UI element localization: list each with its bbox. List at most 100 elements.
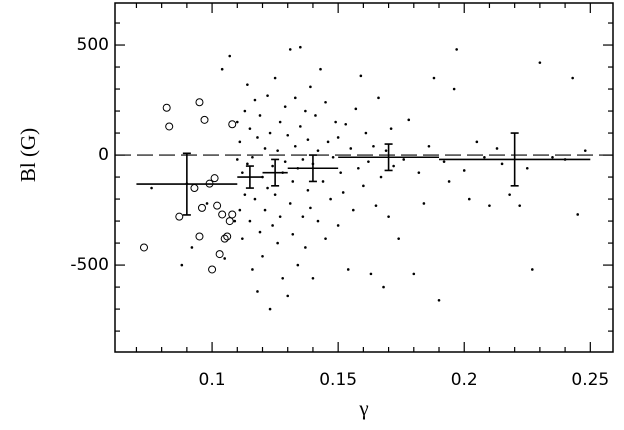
open-circle-point — [190, 184, 199, 193]
dot-point — [235, 158, 239, 161]
dot-point — [253, 98, 257, 102]
dot-point — [238, 140, 242, 144]
dot-point — [382, 285, 385, 289]
dot-point — [251, 268, 254, 271]
x-tick-label: 0.2 — [451, 370, 478, 390]
dot-point — [309, 85, 312, 89]
dot-point — [278, 120, 282, 124]
error-bar — [384, 143, 393, 172]
dot-point — [500, 162, 504, 166]
dot-point — [248, 127, 252, 130]
dot-point — [359, 74, 363, 78]
dot-point — [412, 272, 416, 276]
plot-frame — [114, 2, 614, 353]
dot-point — [336, 224, 340, 227]
dot-point — [228, 54, 232, 58]
dot-point — [205, 202, 209, 205]
dot-point — [276, 149, 279, 152]
dot-point — [369, 272, 373, 276]
dot-point — [288, 202, 292, 205]
dot-point — [283, 160, 287, 163]
dot-point — [301, 215, 305, 218]
dot-point — [256, 136, 259, 139]
dot-point — [402, 158, 406, 161]
dot-point — [407, 118, 411, 122]
dot-point — [263, 208, 267, 212]
dot-point — [354, 107, 358, 111]
dot-point — [248, 219, 252, 223]
dot-point — [291, 180, 295, 183]
dot-point — [518, 204, 522, 207]
error-bar — [245, 165, 254, 189]
dot-point — [372, 144, 375, 148]
dot-point — [344, 122, 348, 126]
dot-point — [525, 166, 529, 170]
open-circle-point — [175, 212, 184, 221]
dot-point — [387, 215, 390, 218]
dot-point — [271, 164, 274, 168]
dot-point — [432, 76, 436, 80]
dot-point — [377, 96, 380, 100]
dot-point — [583, 149, 587, 152]
dot-point — [283, 105, 287, 108]
dot-point — [374, 204, 378, 207]
dot-point — [341, 191, 345, 194]
dot-point — [442, 160, 446, 163]
open-circle-point — [197, 203, 206, 212]
dot-point — [241, 237, 244, 240]
dot-point — [241, 171, 244, 174]
dot-point — [299, 45, 302, 49]
open-circle-point — [225, 217, 234, 226]
open-circle-point — [210, 174, 219, 183]
dot-point — [397, 237, 400, 240]
dot-point — [392, 164, 395, 168]
dot-point — [357, 166, 360, 170]
y-tick-label: 0 — [98, 145, 109, 165]
dot-point — [273, 193, 277, 196]
dot-point — [324, 237, 327, 240]
error-bar — [271, 158, 280, 187]
dot-point — [316, 149, 320, 152]
dot-point — [314, 114, 317, 117]
dot-point — [311, 276, 315, 280]
dot-point — [306, 138, 310, 141]
dot-point — [495, 147, 499, 150]
dot-point — [301, 158, 305, 161]
dot-point — [150, 186, 153, 190]
error-bar — [510, 132, 519, 187]
dot-point — [309, 206, 312, 210]
dot-point — [268, 307, 272, 311]
dot-point — [331, 155, 335, 159]
x-axis-label: γ — [358, 396, 368, 420]
dot-point — [329, 197, 332, 201]
dot-point — [467, 197, 471, 201]
dot-point — [304, 246, 307, 249]
y-tick-label: -500 — [70, 255, 109, 275]
dot-point — [246, 162, 249, 166]
dot-point — [389, 127, 393, 130]
open-circle-point — [200, 115, 209, 124]
x-tick-label: 0.15 — [319, 370, 357, 390]
open-circle-point — [220, 234, 229, 243]
dot-point — [253, 197, 257, 201]
dot-point — [483, 155, 486, 159]
y-axis-label: Bl (G) — [16, 128, 40, 182]
dot-point — [571, 76, 574, 80]
dot-point — [223, 257, 226, 260]
dot-point — [334, 120, 337, 124]
dot-point — [286, 294, 290, 298]
open-circle-point — [195, 98, 204, 107]
open-circle-point — [215, 250, 224, 259]
dot-point — [268, 131, 272, 135]
dot-point — [447, 180, 451, 183]
dot-point — [288, 48, 292, 51]
dot-point — [455, 48, 458, 51]
dot-point — [258, 114, 262, 117]
dot-point — [291, 232, 295, 236]
dot-point — [531, 268, 534, 271]
dot-point — [220, 67, 224, 71]
dot-point — [273, 76, 277, 80]
dot-point — [293, 96, 297, 100]
dot-point — [422, 202, 426, 205]
